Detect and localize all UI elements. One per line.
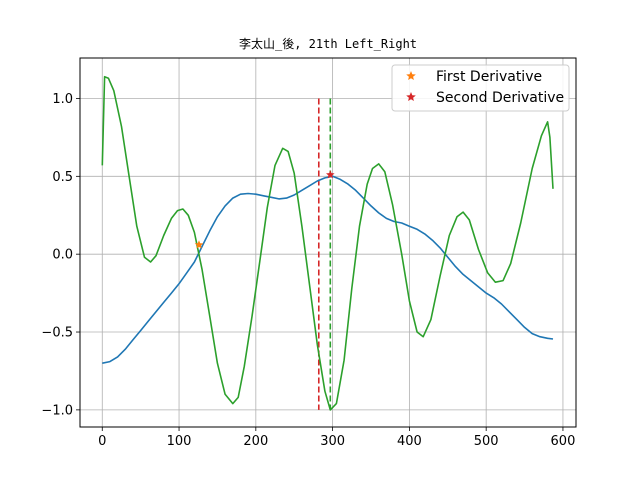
star-marker (326, 170, 335, 179)
y-tick-label: −1.0 (41, 403, 73, 418)
grid (80, 58, 576, 427)
chart-title: 李太山_後, 21th Left_Right (239, 36, 417, 51)
y-tick-label: −0.5 (41, 326, 73, 341)
x-tick-label: 0 (98, 434, 106, 449)
series-line-1 (102, 175, 554, 364)
star-marker (194, 240, 204, 249)
x-tick-label: 600 (551, 434, 576, 449)
x-tick-label: 200 (243, 434, 268, 449)
x-tick-label: 400 (397, 434, 422, 449)
legend: First Derivative Second Derivative (391, 64, 570, 112)
y-axis: −1.0 −0.5 0.0 0.5 1.0 (41, 92, 80, 418)
legend-box (391, 64, 570, 112)
series-line-2 (101, 75, 554, 411)
vertical-lines (317, 98, 332, 410)
x-tick-label: 500 (474, 434, 499, 449)
y-tick-label: 0.0 (52, 248, 73, 263)
legend-star-icon (406, 71, 416, 80)
x-tick-label: 100 (167, 434, 192, 449)
x-tick-label: 300 (320, 434, 345, 449)
legend-label: Second Derivative (436, 90, 564, 106)
legend-label: First Derivative (436, 69, 542, 85)
series-lines (101, 75, 554, 411)
legend-star-icon (406, 92, 416, 101)
x-axis: 0 100 200 300 400 500 600 (98, 427, 575, 449)
plot-frame (79, 57, 577, 428)
y-tick-label: 0.5 (52, 170, 73, 185)
markers (194, 170, 335, 249)
y-tick-label: 1.0 (52, 92, 73, 107)
